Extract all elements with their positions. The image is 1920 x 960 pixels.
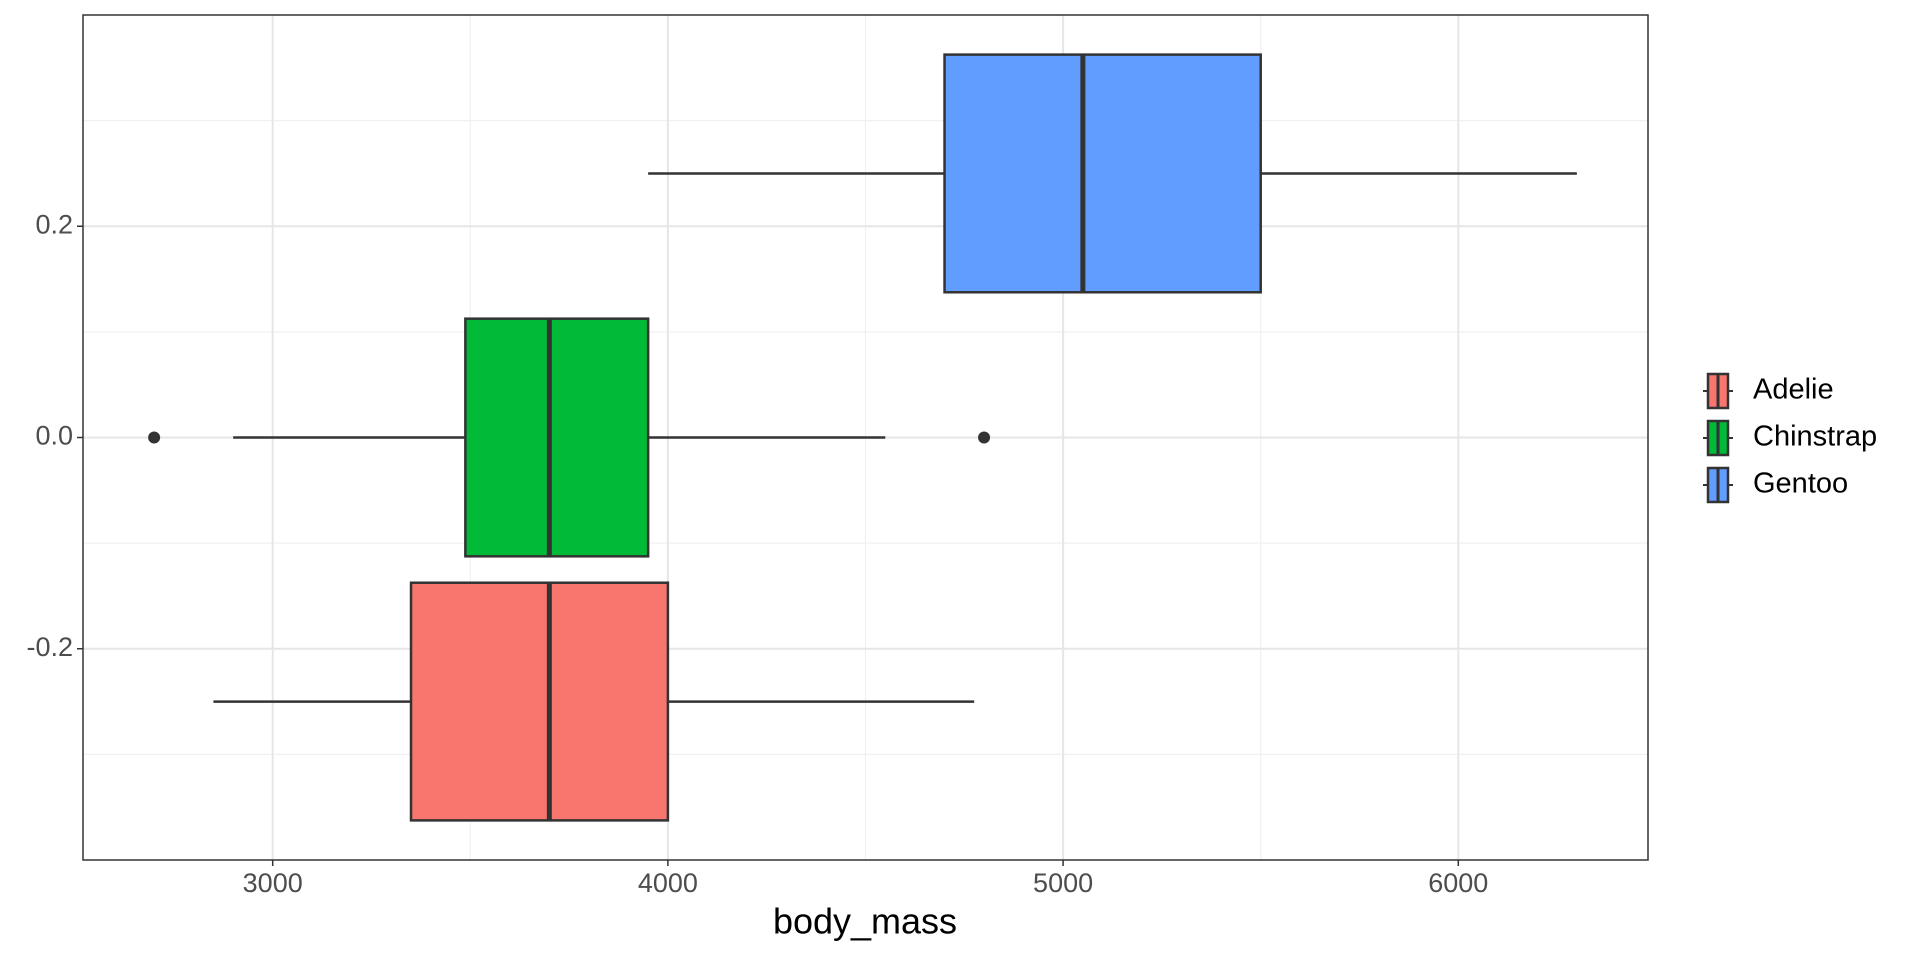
- y-tick-label: 0.0: [35, 421, 73, 451]
- box: [943, 53, 1262, 294]
- y-tick-label: 0.2: [35, 209, 73, 239]
- legend-label: Gentoo: [1753, 468, 1848, 500]
- x-tick-label: 4000: [638, 868, 698, 898]
- panel-border: [82, 14, 1649, 861]
- box: [409, 581, 670, 822]
- x-tick-label: 5000: [1033, 868, 1093, 898]
- legend-label: Chinstrap: [1753, 421, 1877, 453]
- x-tick-label: 6000: [1428, 868, 1488, 898]
- x-axis-title: body_mass: [773, 901, 957, 942]
- legend-label: Adelie: [1753, 374, 1834, 406]
- y-tick-label: -0.2: [26, 632, 73, 662]
- box: [464, 317, 650, 558]
- outlier: [148, 431, 161, 444]
- x-tick-label: 3000: [243, 868, 303, 898]
- outlier: [978, 431, 991, 444]
